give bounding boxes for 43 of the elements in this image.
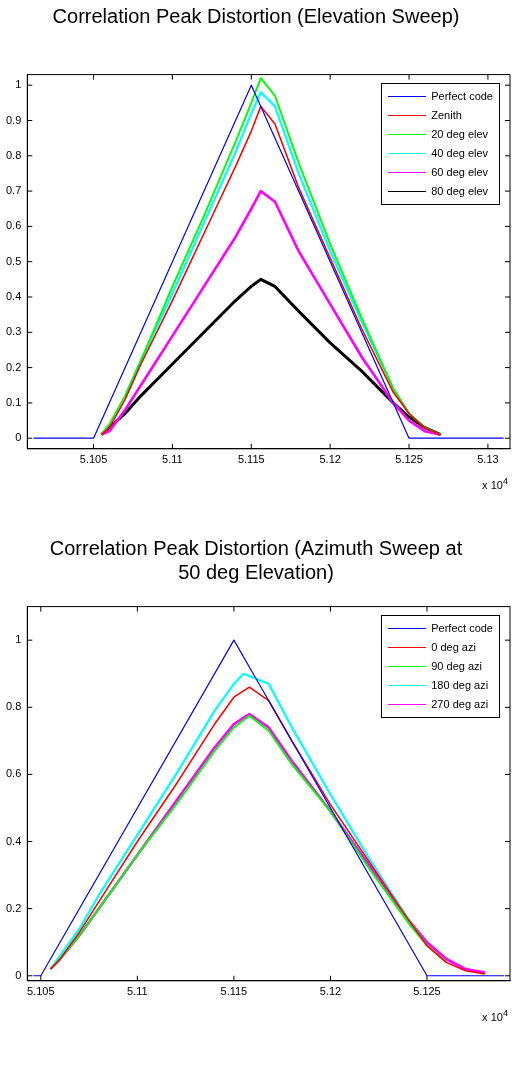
y-tick-label: 1	[15, 633, 22, 646]
text: x 10$^{4}$	[482, 476, 508, 491]
y-tick-label: 0.1	[5, 395, 22, 408]
x-tick-label: 5.11	[127, 985, 148, 998]
x-tick-label: 5.12	[319, 453, 341, 466]
x-tick-label: 5.125	[395, 453, 423, 466]
y-tick-label: 0.8	[5, 700, 22, 713]
legend-label: 80 deg elev	[431, 185, 489, 198]
legend-label: 60 deg elev	[431, 166, 489, 179]
legend-label: 180 deg azi	[431, 679, 489, 692]
y-tick-label: 0.4	[5, 290, 22, 303]
x-tick-label: 5.13	[477, 453, 499, 466]
chart-title: Correlation Peak Distortion (Elevation Sweep)	[51, 4, 461, 28]
y-tick-label: 0.6	[5, 767, 22, 780]
y-tick-label: 0.2	[5, 901, 22, 914]
y-tick-label: 0.4	[5, 834, 22, 847]
y-tick-label: 0.5	[5, 254, 22, 267]
x-tick-label: 5.115	[220, 985, 248, 998]
x-tick-label: 5.115	[237, 453, 265, 466]
y-tick-label: 0.8	[5, 148, 22, 161]
legend-label: Zenith	[431, 109, 462, 122]
legend-label: 40 deg elev	[431, 147, 489, 160]
x-tick-label: 5.11	[162, 453, 183, 466]
y-tick-label: 0	[15, 431, 22, 444]
y-tick-label: 0.2	[5, 360, 22, 373]
y-tick-label: 0.6	[5, 219, 22, 232]
y-tick-label: 0.7	[5, 184, 22, 197]
chart-title: Correlation Peak Distortion (Azimuth Sweep at 50 deg Elevation)	[48, 536, 464, 584]
x-tick-label: 5.12	[319, 985, 342, 998]
y-tick-label: 0.3	[5, 325, 22, 338]
x-tick-label: 5.105	[27, 985, 55, 998]
legend-label: Perfect code	[431, 622, 493, 635]
x-tick-label: 5.105	[79, 453, 108, 466]
legend-label: 270 deg azi	[431, 698, 489, 711]
y-tick-label: 0	[15, 968, 22, 981]
text: x 10$^{4}$	[482, 1008, 508, 1023]
x-tick-label: 5.125	[413, 985, 441, 998]
y-tick-label: 0.9	[5, 113, 22, 126]
legend-label: 0 deg azi	[431, 641, 476, 654]
legend-label: Perfect code	[431, 90, 493, 103]
y-tick-label: 1	[15, 78, 22, 91]
legend-label: 20 deg elev	[431, 128, 489, 141]
legend-label: 90 deg azi	[431, 660, 482, 673]
